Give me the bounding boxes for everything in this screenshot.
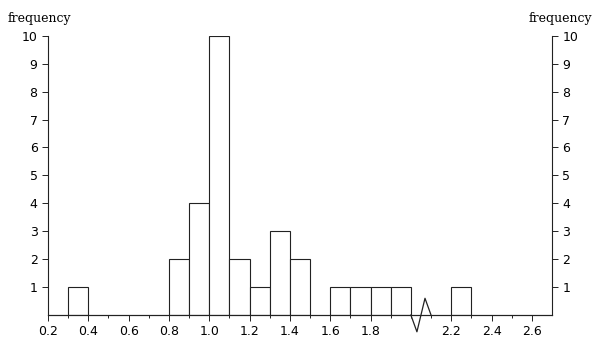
Bar [229,259,250,315]
Bar [68,287,88,315]
Bar [250,287,270,315]
Text: frequency: frequency [8,11,71,25]
Text: frequency: frequency [529,11,592,25]
Bar [270,231,290,315]
Bar [290,259,310,315]
Bar [451,287,472,315]
Bar [189,203,209,315]
Bar [391,287,411,315]
Bar [350,287,371,315]
Bar [330,287,350,315]
Bar [169,259,189,315]
Bar [371,287,391,315]
Bar [209,36,229,315]
